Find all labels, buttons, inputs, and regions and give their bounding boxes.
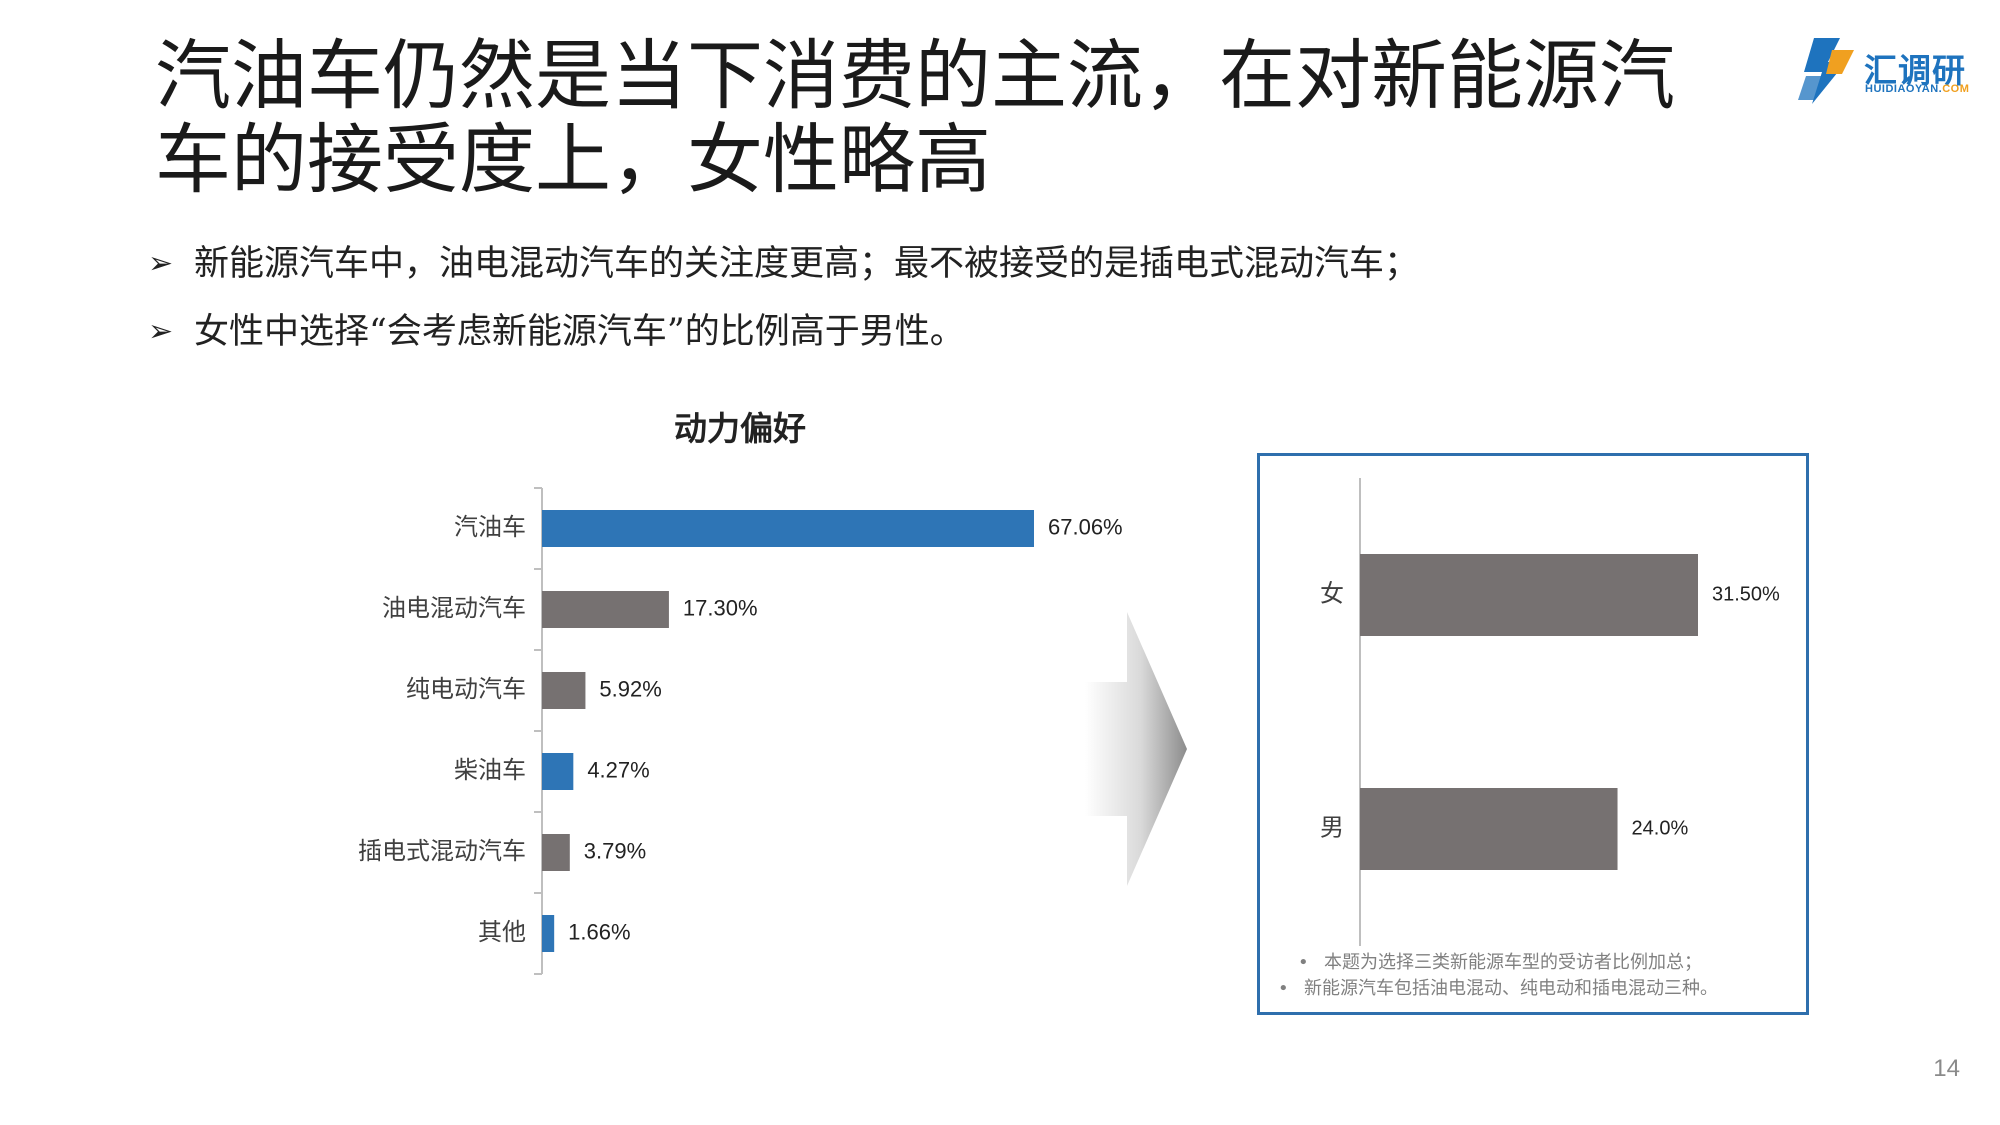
power-preference-chart: 汽油车 67.06% 油电混动汽车 17.30% 纯电动汽车 5.92% 柴油车 4.27% 插… (358, 487, 1123, 975)
value-label: 1.66% (568, 919, 630, 944)
bar (542, 672, 586, 709)
value-label: 5.92% (599, 676, 661, 701)
category-label: 汽油车 (454, 513, 526, 541)
note-item: • 新能源汽车包括油电混动、纯电动和插电混动三种。 (1278, 978, 1718, 999)
category-label: 油电混动汽车 (382, 594, 526, 622)
logo-domain: HUIDIAOYAN.COM (1865, 83, 1970, 95)
transition-arrow-icon (1085, 612, 1187, 886)
bar (542, 510, 1034, 547)
bullet-item: ➢ 新能源汽车中，油电混动汽车的关注度更高；最不被接受的是插电式混动汽车； (148, 240, 1419, 308)
category-label: 柴油车 (454, 756, 526, 784)
category-label: 纯电动汽车 (406, 675, 526, 703)
chart-title: 动力偏好 (674, 409, 806, 448)
value-label: 67.06% (1048, 514, 1123, 539)
value-label: 3.79% (584, 838, 646, 863)
bar (542, 915, 555, 952)
value-label: 4.27% (587, 757, 649, 782)
arrow-bullet-icon: ➢ (148, 314, 174, 349)
bullet-list: ➢ 新能源汽车中，油电混动汽车的关注度更高；最不被接受的是插电式混动汽车； ➢ 女性… (148, 240, 1419, 376)
category-label: 男 (1320, 814, 1344, 842)
brand-logo: 汇调研 HUIDIAOYAN.COM (1792, 30, 1987, 110)
bar (542, 753, 574, 790)
category-label: 其他 (478, 918, 526, 946)
category-label: 插电式混动汽车 (358, 837, 526, 865)
category-label: 女 (1320, 580, 1344, 608)
gender-panel (1257, 453, 1809, 1015)
arrow-bullet-icon: ➢ (148, 246, 174, 281)
bar (1360, 788, 1618, 870)
bar (1360, 554, 1698, 636)
value-label: 24.0% (1632, 817, 1689, 839)
logo-wordmark: 汇调研 (1864, 51, 1966, 90)
bar (542, 834, 570, 871)
note-item: • 本题为选择三类新能源车型的受访者比例加总； (1298, 952, 1702, 973)
bullet-item: ➢ 女性中选择“会考虑新能源汽车”的比例高于男性。 (148, 308, 1419, 376)
bar (542, 591, 669, 628)
gender-chart: 女 31.50% 男 24.0% (1320, 478, 1780, 946)
value-label: 31.50% (1712, 583, 1780, 605)
slide-title: 汽油车仍然是当下消费的主流，在对新能源汽车的接受度上，女性略高 (155, 31, 1675, 204)
page-number: 14 (1933, 1055, 1960, 1082)
logo-mark-icon (1798, 38, 1854, 104)
value-label: 17.30% (683, 595, 758, 620)
panel-notes: • 本题为选择三类新能源车型的受访者比例加总； • 新能源汽车包括油电混动、纯电动和… (1270, 950, 1800, 1002)
